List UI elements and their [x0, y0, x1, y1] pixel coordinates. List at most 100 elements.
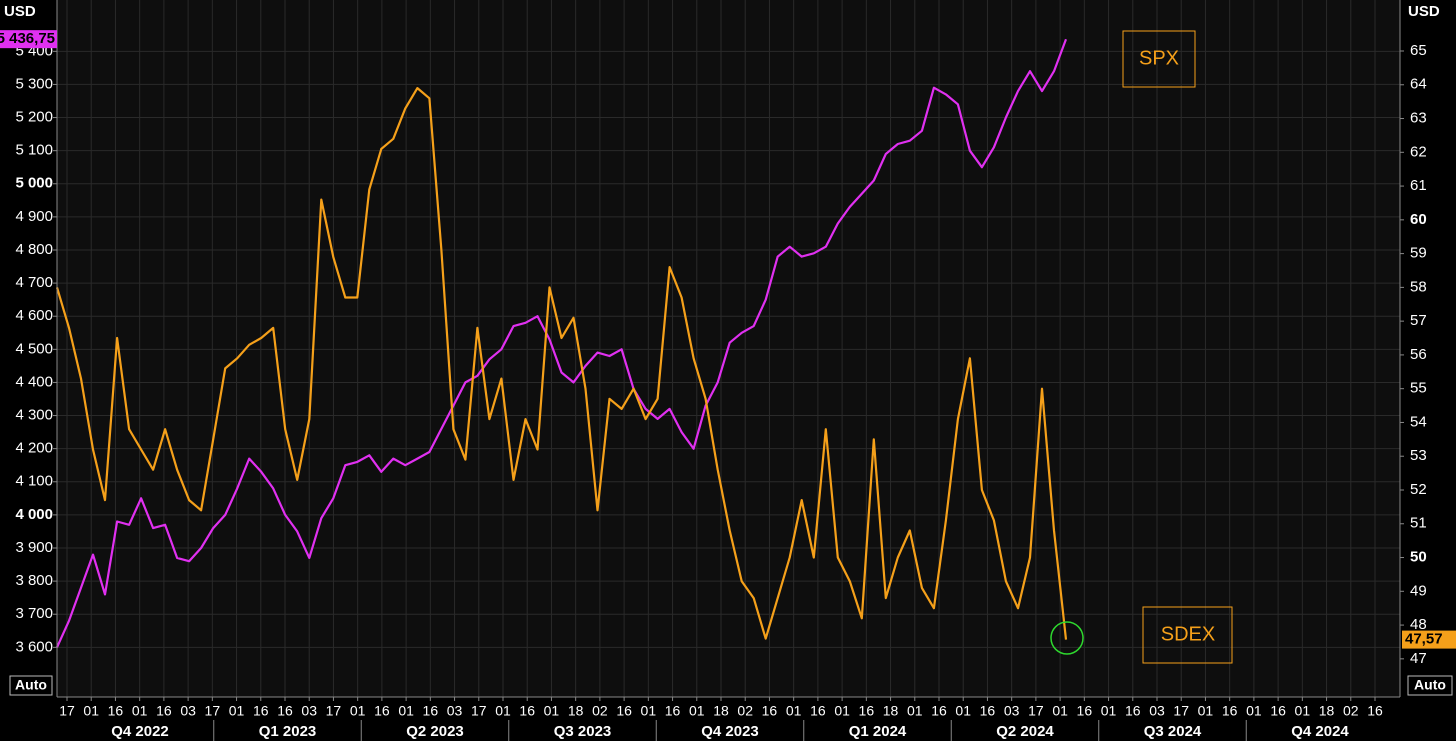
- right-currency: USD: [1408, 3, 1440, 20]
- last-value-label: 5 436,75: [0, 30, 55, 47]
- grid: [57, 0, 1400, 697]
- y2-tick-label: 55: [1410, 380, 1427, 397]
- x-tick-label: 16: [859, 703, 875, 719]
- x-tick-label: 02: [1343, 703, 1359, 719]
- marks: [55, 38, 1068, 648]
- x-tick-label: 16: [1222, 703, 1238, 719]
- sdex-label-box: [1142, 606, 1233, 664]
- y-tick-label: 5 000: [15, 175, 53, 192]
- y2-tick-label: 49: [1410, 582, 1427, 599]
- x-tick-label: 01: [907, 703, 923, 719]
- quarter-label: Q4 2022: [111, 723, 169, 740]
- x-tick-label: 17: [59, 703, 75, 719]
- y2-tick-label: 51: [1410, 515, 1427, 532]
- x-tick-label: 01: [641, 703, 657, 719]
- y-tick-label: 3 700: [15, 605, 53, 622]
- x-tick-label: 03: [301, 703, 317, 719]
- x-tick-label: 17: [1173, 703, 1189, 719]
- quarter-label: Q3 2023: [554, 723, 612, 740]
- y2-tick-label: 63: [1410, 109, 1427, 126]
- last-value-tag: [0, 30, 57, 49]
- x-tick-label: 03: [1004, 703, 1020, 719]
- left-currency: USD: [4, 3, 36, 20]
- x-tick-label: 01: [1052, 703, 1068, 719]
- x-tick-label: 03: [1149, 703, 1165, 719]
- y-tick-label: 5 100: [15, 142, 53, 159]
- x-tick-label: 16: [1270, 703, 1286, 719]
- auto-left[interactable]: Auto: [15, 677, 47, 693]
- y-tick-label: 4 500: [15, 340, 53, 357]
- y2-tick-label: 64: [1410, 76, 1427, 93]
- x-tick-label: 01: [83, 703, 99, 719]
- x-tick-label: 16: [108, 703, 124, 719]
- x-tick-label: 01: [1198, 703, 1214, 719]
- y2-tick-label: 54: [1410, 413, 1427, 430]
- y2-tick-label: 50: [1410, 549, 1427, 566]
- x-tick-label: 01: [955, 703, 971, 719]
- y-tick-label: 4 700: [15, 274, 53, 291]
- spx-label: SPX: [1139, 47, 1179, 69]
- x-tick-label: 02: [737, 703, 753, 719]
- y-tick-label: 4 600: [15, 307, 53, 324]
- x-tick-label: 16: [519, 703, 535, 719]
- y2-tick-label: 62: [1410, 143, 1427, 160]
- x-tick-label: 16: [762, 703, 778, 719]
- last-value-label: 47,57: [1405, 631, 1443, 648]
- quarter-label: Q1 2024: [849, 723, 907, 740]
- x-tick-label: 18: [568, 703, 584, 719]
- auto-right[interactable]: Auto: [1414, 677, 1446, 693]
- auto-button-right[interactable]: [1407, 675, 1453, 696]
- x-tick-label: 16: [253, 703, 269, 719]
- y2-tick-label: 59: [1410, 245, 1427, 262]
- x-tick-label: 01: [398, 703, 414, 719]
- auto-button-left[interactable]: [9, 675, 53, 696]
- y2-tick-label: 58: [1410, 278, 1427, 295]
- x-tick-label: 17: [205, 703, 221, 719]
- x-tick-label: 01: [544, 703, 560, 719]
- y-tick-label: 4 800: [15, 241, 53, 258]
- y2-tick-label: 47: [1410, 650, 1427, 667]
- series-line: [55, 86, 1068, 640]
- x-tick-label: 01: [350, 703, 366, 719]
- x-tick-label: 16: [665, 703, 681, 719]
- x-tick-label: 01: [1295, 703, 1311, 719]
- y-tick-label: 3 800: [15, 572, 53, 589]
- y-tick-label: 4 400: [15, 373, 53, 390]
- y2-tick-label: 48: [1410, 616, 1427, 633]
- x-tick-label: 02: [592, 703, 608, 719]
- quarter-label: Q2 2023: [406, 723, 464, 740]
- y2-tick-label: 53: [1410, 447, 1427, 464]
- x-tick-label: 16: [1077, 703, 1093, 719]
- y-tick-label: 3 600: [15, 638, 53, 655]
- x-tick-label: 01: [1101, 703, 1117, 719]
- x-tick-label: 17: [326, 703, 342, 719]
- y2-tick-label: 56: [1410, 346, 1427, 363]
- quarter-label: Q4 2023: [701, 723, 759, 740]
- y-tick-label: 4 000: [15, 506, 53, 523]
- quarter-label: Q4 2024: [1291, 723, 1349, 740]
- last-value-tag: [1402, 630, 1456, 649]
- x-tick-label: 16: [1125, 703, 1141, 719]
- y-tick-label: 4 300: [15, 407, 53, 424]
- x-tick-label: 01: [786, 703, 802, 719]
- x-tick-label: 17: [471, 703, 487, 719]
- x-tick-label: 18: [1319, 703, 1335, 719]
- x-tick-label: 16: [810, 703, 826, 719]
- x-tick-label: 03: [447, 703, 463, 719]
- x-tick-label: 16: [423, 703, 439, 719]
- y-tick-label: 4 200: [15, 440, 53, 457]
- series-line: [55, 38, 1068, 648]
- y2-tick-label: 61: [1410, 177, 1427, 194]
- spx-label-box: [1122, 30, 1196, 88]
- x-tick-label: 18: [713, 703, 729, 719]
- x-tick-label: 16: [1367, 703, 1383, 719]
- y2-tick-label: 52: [1410, 481, 1427, 498]
- y-tick-label: 5 200: [15, 109, 53, 126]
- x-tick-label: 01: [229, 703, 245, 719]
- x-tick-label: 17: [1028, 703, 1044, 719]
- x-tick-label: 16: [277, 703, 293, 719]
- x-tick-label: 16: [980, 703, 996, 719]
- y-tick-label: 4 100: [15, 473, 53, 490]
- x-tick-label: 16: [374, 703, 390, 719]
